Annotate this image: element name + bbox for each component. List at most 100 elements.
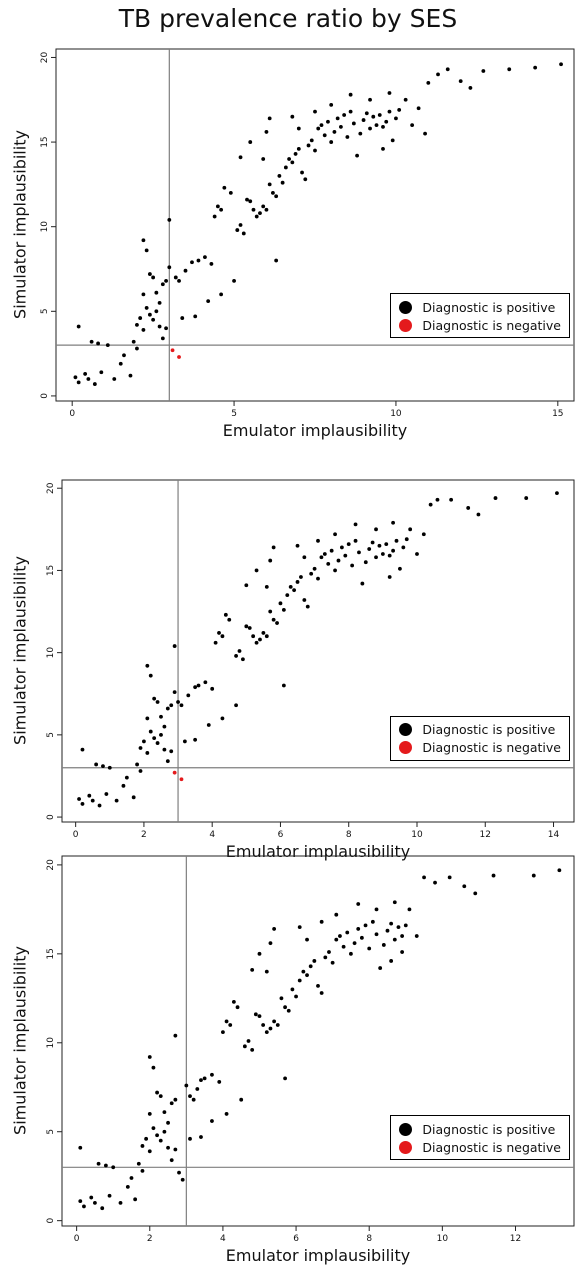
data-point-positive <box>264 584 269 589</box>
data-point-positive <box>135 762 139 767</box>
data-point-positive <box>400 950 405 954</box>
data-point-positive <box>305 604 310 609</box>
data-point-positive <box>312 566 317 571</box>
data-point-positive <box>177 1170 181 1175</box>
data-point-positive <box>144 306 149 310</box>
data-point-positive <box>206 299 211 304</box>
data-point-positive <box>352 941 357 946</box>
data-point-positive <box>285 593 290 597</box>
data-point-positive <box>299 575 303 579</box>
data-point-positive <box>293 152 298 156</box>
legend-label-negative: Diagnostic is negative <box>422 740 561 756</box>
scatter-plot-1: 0 5 10 15 0 5 10 15 20 <box>40 48 575 419</box>
data-point-positive <box>217 1080 222 1084</box>
data-point-positive <box>341 944 346 949</box>
data-point-positive <box>290 160 295 165</box>
y-tick-label: 10 <box>46 1037 56 1049</box>
data-point-positive <box>231 999 236 1004</box>
data-point-positive <box>96 341 100 346</box>
data-point-positive <box>193 685 198 690</box>
data-point-positive <box>199 1078 203 1083</box>
y-axis-label: Simulator implausibility <box>10 130 30 319</box>
data-point-positive <box>391 548 395 553</box>
data-point-positive <box>188 1094 192 1099</box>
data-point-positive <box>227 617 232 622</box>
data-point-positive <box>191 1097 196 1102</box>
data-point-positive <box>179 703 184 708</box>
data-point-positive <box>268 941 273 946</box>
data-point-positive <box>297 978 302 983</box>
data-point-positive <box>332 130 337 134</box>
data-point-positive <box>220 634 225 639</box>
data-point-positive <box>100 1206 105 1211</box>
data-point-positive <box>374 123 379 128</box>
data-point-positive <box>247 626 252 630</box>
data-point-positive <box>436 72 440 77</box>
data-point-positive <box>238 223 243 227</box>
x-tick-label: 14 <box>548 830 560 840</box>
data-point-positive <box>356 902 361 906</box>
data-point-positive <box>96 1161 101 1166</box>
data-point-positive <box>316 538 320 543</box>
x-tick-label: 8 <box>346 830 352 840</box>
data-point-positive <box>251 634 256 639</box>
y-tick-label: 0 <box>46 814 56 820</box>
data-point-positive <box>221 1030 225 1035</box>
data-point-positive <box>223 612 228 617</box>
data-point-positive <box>105 343 110 348</box>
data-point-positive <box>271 617 276 622</box>
data-point-positive <box>222 185 227 190</box>
data-point-positive <box>228 190 233 195</box>
data-point-positive <box>389 959 394 963</box>
legend-label-positive: Diagnostic is positive <box>422 1121 556 1137</box>
data-point-positive <box>164 278 168 283</box>
data-point-positive <box>288 584 293 589</box>
data-point-positive <box>152 696 157 701</box>
data-point-positive <box>154 290 159 295</box>
data-point-positive <box>319 919 324 924</box>
x-tick-label: 6 <box>293 1234 299 1244</box>
y-tick-label: 5 <box>40 308 50 314</box>
data-point-positive <box>188 1136 192 1141</box>
data-point-positive <box>92 382 97 386</box>
data-point-positive <box>157 324 162 329</box>
data-point-positive <box>87 793 92 798</box>
data-point-positive <box>94 762 99 767</box>
x-tick-label: 0 <box>69 409 75 419</box>
data-point-positive <box>394 538 399 543</box>
data-point-positive <box>333 568 337 573</box>
data-point-positive <box>165 706 170 711</box>
legend-item-positive: Diagnostic is positive <box>399 1120 561 1138</box>
data-point-positive <box>80 747 85 752</box>
data-point-negative <box>179 777 184 782</box>
data-point-positive <box>147 1149 152 1154</box>
data-point-positive <box>353 538 358 543</box>
data-point-positive <box>368 97 372 102</box>
data-point-positive <box>155 1133 159 1138</box>
data-point-positive <box>122 353 126 358</box>
legend-item-positive: Diagnostic is positive <box>399 298 561 316</box>
legend-dot-negative <box>399 318 413 332</box>
data-point-positive <box>421 532 426 537</box>
data-point-positive <box>312 959 317 963</box>
data-point-positive <box>281 607 286 612</box>
data-point-positive <box>140 1144 145 1148</box>
y-tick-label: 20 <box>46 482 56 494</box>
x-tick-label: 0 <box>74 1234 80 1244</box>
data-point-positive <box>271 190 275 195</box>
data-point-positive <box>228 1023 233 1027</box>
data-point-positive <box>381 124 385 129</box>
data-point-positive <box>428 502 433 507</box>
y-tick-label: 15 <box>40 136 50 147</box>
data-point-positive <box>316 126 321 131</box>
data-point-positive <box>121 783 126 788</box>
data-point-positive <box>186 693 191 698</box>
data-point-positive <box>141 328 146 332</box>
data-point-positive <box>131 795 136 800</box>
data-point-positive <box>356 927 361 931</box>
data-point-positive <box>371 114 376 119</box>
data-point-positive <box>210 1072 214 1077</box>
data-point-positive <box>158 1094 163 1099</box>
data-point-positive <box>283 165 288 170</box>
data-point-positive <box>173 1033 178 1038</box>
